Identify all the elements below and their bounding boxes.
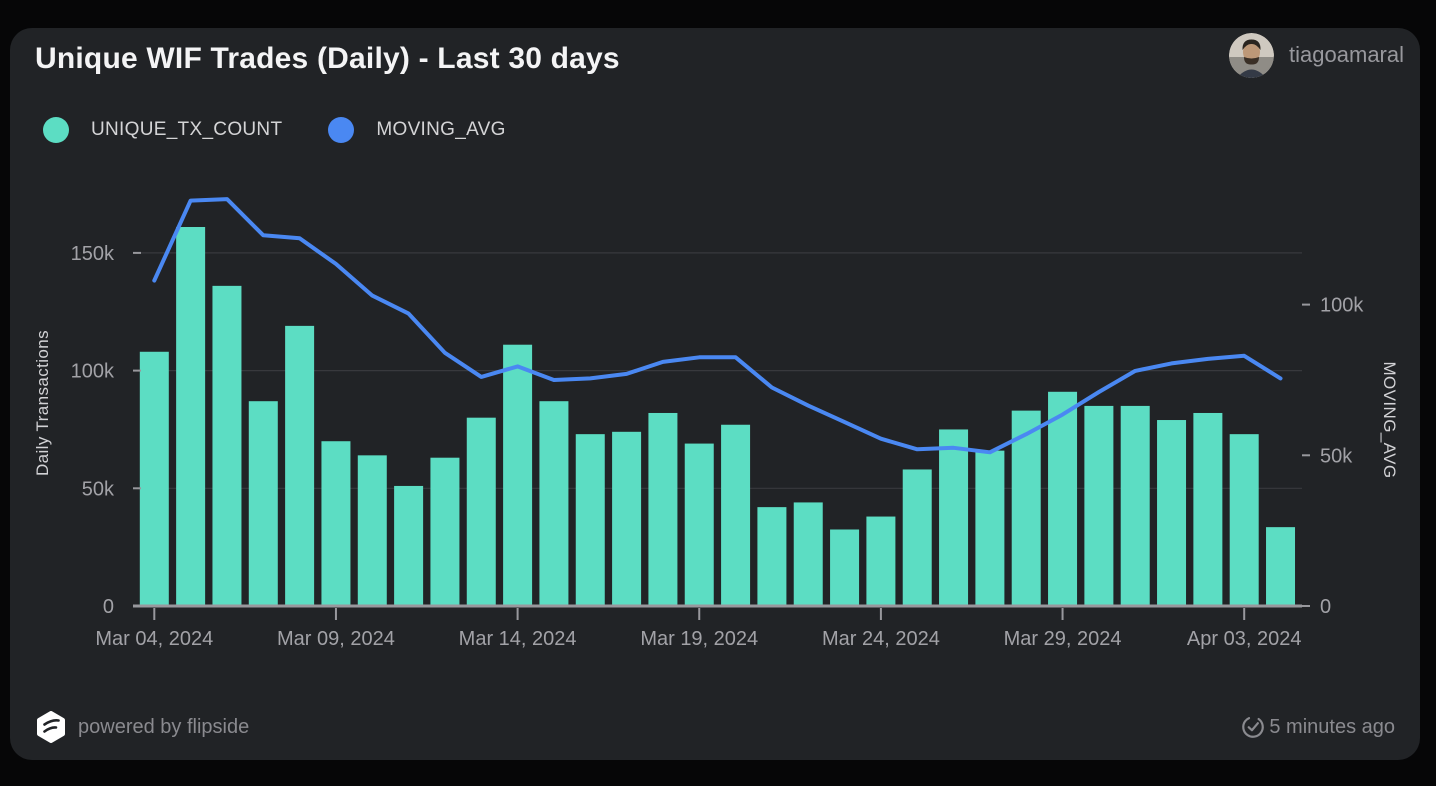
svg-text:50k: 50k	[1320, 445, 1353, 467]
powered-by-text: powered by flipside	[78, 715, 250, 738]
svg-text:Mar 19, 2024: Mar 19, 2024	[640, 628, 758, 650]
legend-label: MOVING_AVG	[376, 119, 506, 140]
svg-text:Apr 03, 2024: Apr 03, 2024	[1187, 628, 1302, 650]
footer: powered by flipside 5 minutes ago	[35, 709, 1395, 745]
svg-text:0: 0	[1320, 596, 1331, 618]
unique-tx-count-dot-icon	[43, 117, 69, 143]
svg-text:Daily Transactions: Daily Transactions	[33, 330, 52, 476]
svg-text:0: 0	[103, 596, 114, 618]
svg-text:100k: 100k	[1320, 295, 1364, 317]
svg-text:150k: 150k	[71, 243, 115, 265]
chart-canvas[interactable]: Mar 04, 2024 Mar 09, 2024 Mar 14, 2024 Mar …	[10, 28, 1420, 760]
svg-text:Mar 29, 2024: Mar 29, 2024	[1004, 628, 1122, 650]
last-updated: 5 minutes ago	[1240, 714, 1395, 740]
svg-text:Mar 24, 2024: Mar 24, 2024	[822, 628, 940, 650]
svg-text:50k: 50k	[82, 478, 115, 500]
user-profile[interactable]: tiagoamaral	[1229, 32, 1404, 78]
legend-item-moving-avg[interactable]: MOVING_AVG	[328, 117, 505, 143]
svg-text:Mar 14, 2024: Mar 14, 2024	[459, 628, 577, 650]
avatar-photo	[1229, 32, 1275, 78]
svg-text:MOVING_AVG: MOVING_AVG	[1380, 361, 1399, 478]
legend: UNIQUE_TX_COUNT MOVING_AVG	[43, 117, 506, 143]
updated-text: 5 minutes ago	[1269, 715, 1395, 738]
moving-avg-dot-icon	[328, 117, 355, 143]
avatar[interactable]	[1229, 32, 1275, 78]
refresh-check-icon	[1242, 716, 1265, 738]
page-title: Unique WIF Trades (Daily) - Last 30 days	[35, 42, 620, 75]
svg-text:Mar 04, 2024: Mar 04, 2024	[95, 628, 213, 650]
flipside-logo-icon	[37, 711, 65, 743]
chart-card: Unique WIF Trades (Daily) - Last 30 days…	[10, 28, 1420, 760]
legend-item-unique-tx-count[interactable]: UNIQUE_TX_COUNT	[43, 117, 282, 143]
svg-text:Mar 09, 2024: Mar 09, 2024	[277, 628, 395, 650]
powered-by-flipside-link[interactable]: powered by flipside	[35, 711, 249, 743]
legend-label: UNIQUE_TX_COUNT	[91, 119, 283, 140]
svg-text:100k: 100k	[71, 361, 115, 383]
username[interactable]: tiagoamaral	[1289, 42, 1404, 67]
